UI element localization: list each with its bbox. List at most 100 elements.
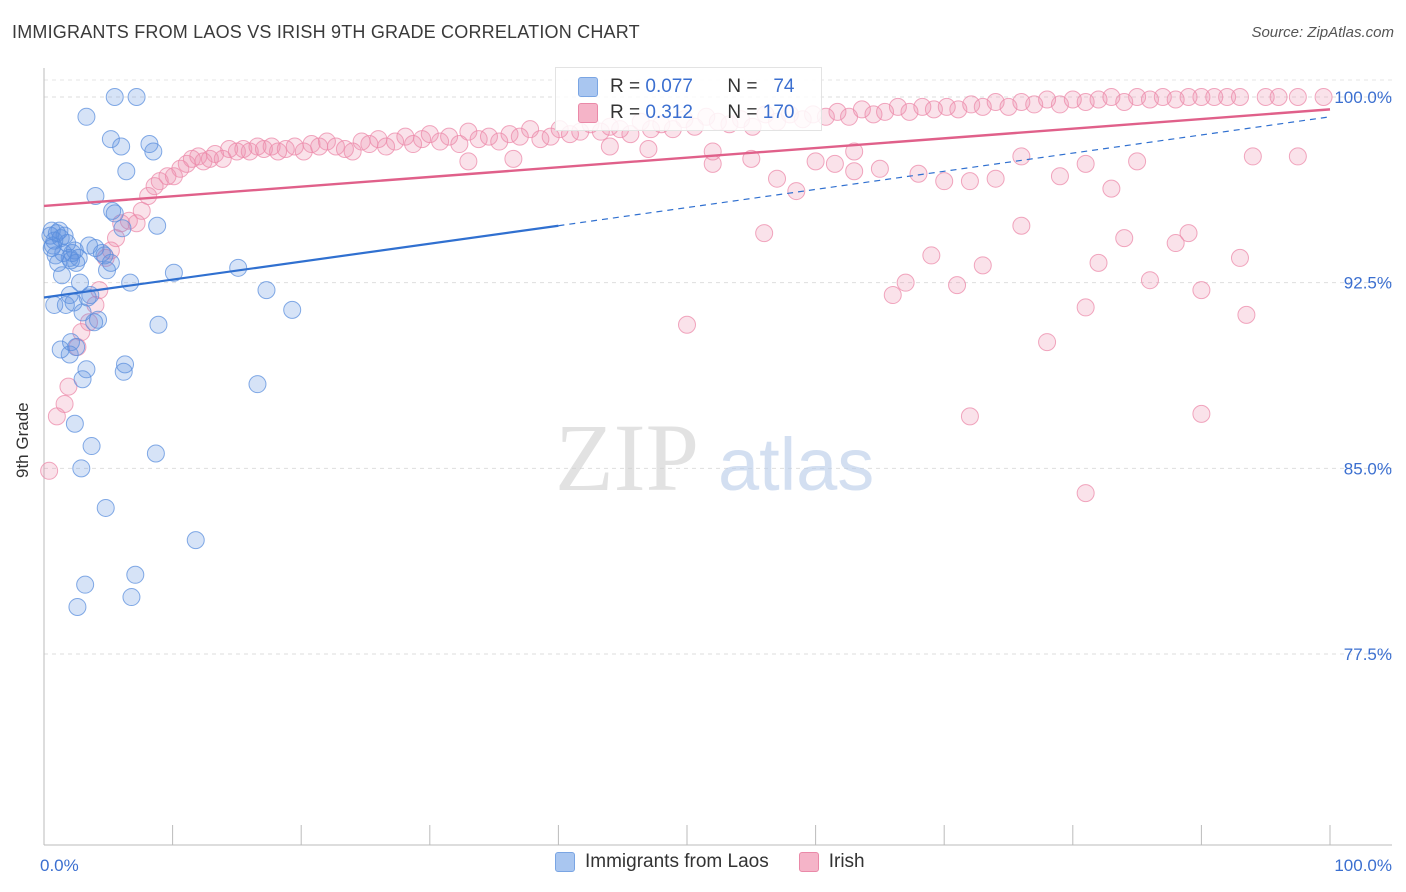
- data-point: [283, 300, 302, 319]
- data-point: [909, 164, 928, 183]
- data-point: [1256, 88, 1275, 106]
- data-point: [77, 107, 96, 126]
- watermark-atlas: atlas: [718, 423, 874, 506]
- data-point: [1243, 147, 1262, 166]
- data-point: [1237, 305, 1256, 324]
- data-point: [960, 407, 979, 426]
- data-point: [257, 281, 276, 300]
- data-point: [600, 137, 619, 156]
- legend-item-irish[interactable]: Irish: [798, 851, 865, 873]
- data-point: [948, 276, 967, 295]
- data-point: [1140, 271, 1159, 290]
- chart-title: IMMIGRANTS FROM LAOS VS IRISH 9TH GRADE …: [12, 22, 640, 42]
- data-point: [386, 132, 405, 151]
- data-point: [112, 137, 131, 156]
- x-tick-label: 0.0%: [40, 856, 79, 875]
- data-point: [186, 531, 205, 550]
- data-point: [1218, 88, 1237, 106]
- data-point: [531, 130, 550, 149]
- r-label: R =: [610, 76, 641, 97]
- data-point: [317, 132, 336, 151]
- data-point: [59, 377, 78, 396]
- data-point: [935, 172, 954, 191]
- data-point: [440, 127, 459, 146]
- data-point: [1076, 298, 1095, 317]
- data-point: [139, 187, 158, 206]
- data-point: [541, 127, 560, 146]
- source-label: Source: ZipAtlas.com: [1251, 24, 1394, 41]
- data-point: [845, 162, 864, 181]
- data-point: [164, 263, 183, 282]
- n-value: 74: [773, 76, 795, 97]
- data-point: [845, 142, 864, 161]
- correlation-legend: R = 0.077 N = 74 R = 0.312 N = 170: [555, 67, 822, 131]
- data-point: [450, 135, 469, 154]
- data-point: [459, 152, 478, 171]
- data-point: [73, 303, 92, 322]
- laos-trend-line: [43, 224, 559, 299]
- x-tick-label: 100.0%: [1334, 856, 1392, 875]
- data-point: [1102, 179, 1121, 198]
- data-point: [1128, 152, 1147, 171]
- data-point: [755, 224, 774, 243]
- data-point: [55, 226, 74, 245]
- data-point: [101, 130, 120, 149]
- data-point: [420, 125, 439, 144]
- legend-item-laos[interactable]: Immigrants from Laos: [555, 851, 769, 873]
- r-label: R =: [610, 102, 641, 123]
- legend-label-laos: Immigrants from Laos: [585, 851, 769, 872]
- data-point: [922, 246, 941, 265]
- data-point: [105, 88, 124, 106]
- data-point: [149, 315, 168, 334]
- data-point: [101, 253, 120, 272]
- y-tick-label: 92.5%: [1344, 274, 1392, 293]
- data-point: [1205, 88, 1224, 106]
- data-point: [479, 127, 498, 146]
- data-point: [82, 437, 101, 456]
- data-point: [113, 219, 132, 238]
- data-point: [148, 216, 167, 235]
- data-point: [825, 154, 844, 173]
- data-point: [1089, 253, 1108, 272]
- data-point: [53, 266, 72, 285]
- data-point: [1012, 147, 1031, 166]
- data-point: [431, 132, 450, 151]
- data-point: [343, 142, 362, 161]
- data-point: [121, 273, 140, 292]
- y-tick-labels: 77.5% 85.0% 92.5% 100.0%: [1334, 88, 1392, 664]
- data-point: [973, 256, 992, 275]
- data-point: [144, 142, 163, 161]
- legend-row-laos: R = 0.077 N = 74: [578, 76, 794, 98]
- watermark-zip: ZIP: [555, 404, 699, 511]
- data-point: [122, 588, 141, 607]
- y-tick-label: 77.5%: [1344, 645, 1392, 664]
- data-point: [146, 444, 165, 463]
- data-point: [1192, 281, 1211, 300]
- data-point: [65, 414, 84, 433]
- data-point: [870, 159, 889, 178]
- data-point: [95, 246, 114, 265]
- data-point: [89, 310, 108, 329]
- data-point: [164, 167, 183, 186]
- irish-swatch: [798, 852, 819, 872]
- data-point: [132, 201, 151, 220]
- legend-label-irish: Irish: [828, 851, 865, 872]
- watermark: ZIP atlas: [555, 404, 874, 511]
- data-point: [962, 95, 981, 114]
- data-point: [71, 273, 90, 292]
- data-point: [1269, 88, 1288, 106]
- data-point: [68, 597, 87, 616]
- data-point: [1314, 88, 1333, 106]
- axes: [43, 68, 1392, 846]
- data-point: [404, 135, 423, 154]
- data-point: [81, 286, 100, 305]
- irish-swatch: [578, 103, 598, 123]
- data-point: [105, 204, 124, 223]
- data-point: [69, 248, 88, 267]
- data-point: [864, 105, 883, 124]
- irish-trend-line: [43, 108, 1331, 208]
- data-point: [828, 102, 847, 121]
- data-point: [888, 97, 907, 116]
- data-point: [742, 149, 761, 168]
